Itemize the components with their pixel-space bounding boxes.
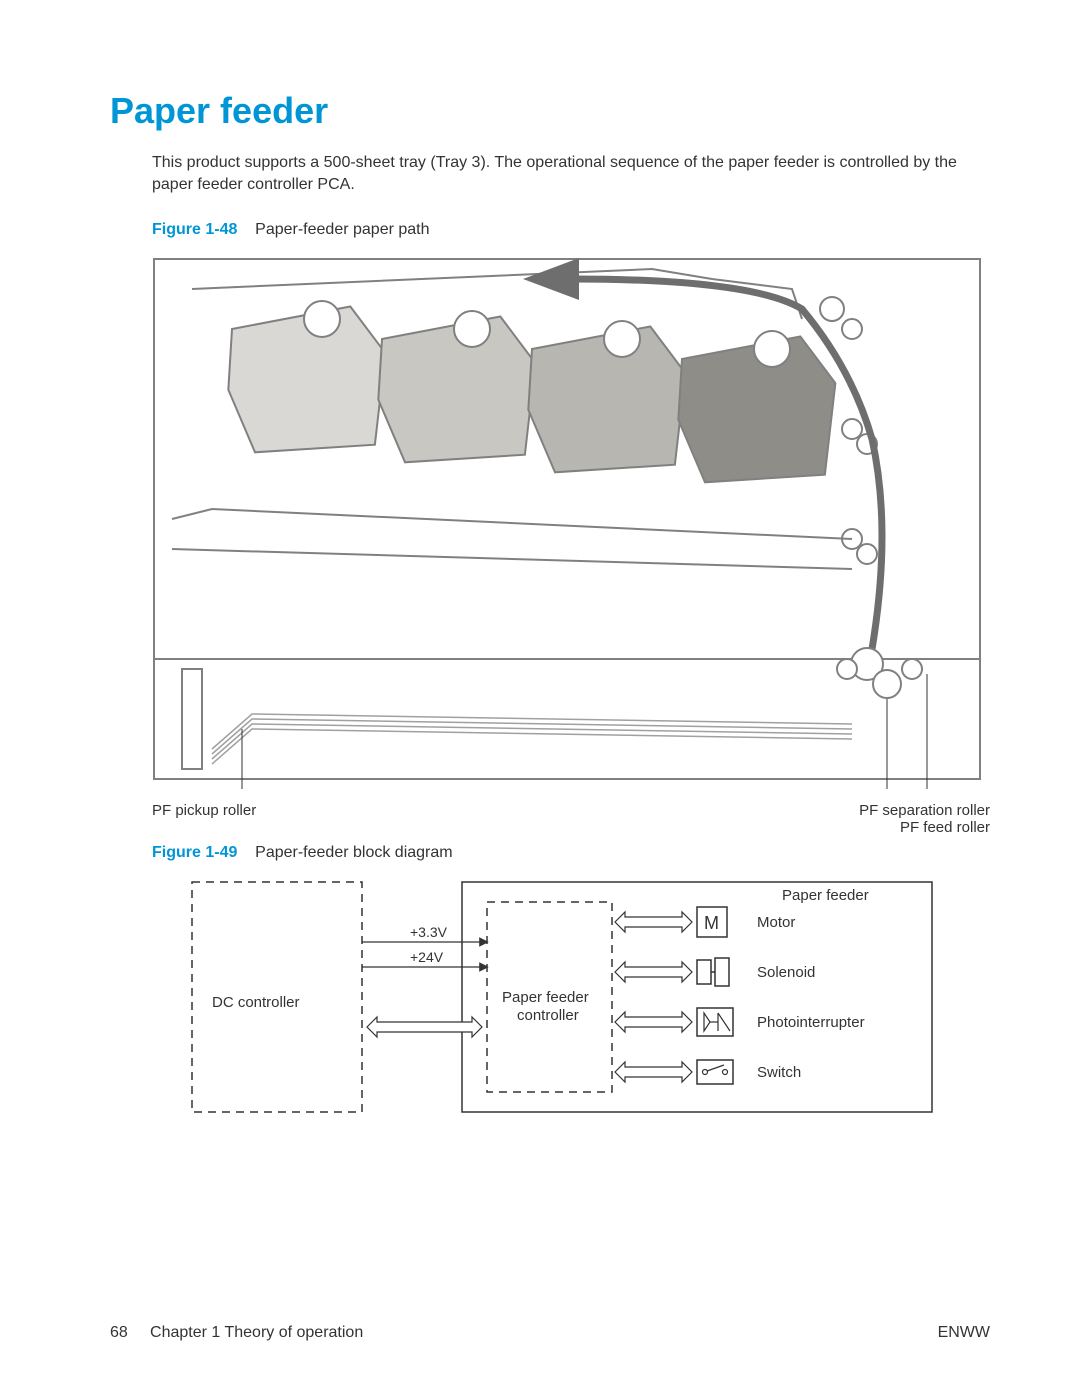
figure-1-caption: Figure 1-48 Paper-feeder paper path <box>152 221 990 239</box>
figure-1-diagram <box>152 249 990 794</box>
label-pf-pickup-roller: PF pickup roller <box>152 802 256 836</box>
svg-text:controller: controller <box>517 1007 579 1024</box>
label-pf-separation-roller: PF separation roller <box>859 802 990 819</box>
page-heading: Paper feeder <box>110 90 990 132</box>
svg-text:Motor: Motor <box>757 914 795 931</box>
figure-2-label: Figure 1-49 <box>152 844 237 861</box>
figure-2-diagram: DC controller Paper feeder Paper feeder … <box>152 872 990 1137</box>
svg-text:Paper feeder: Paper feeder <box>502 989 589 1006</box>
footer-right: ENWW <box>938 1324 990 1342</box>
svg-text:+3.3V: +3.3V <box>410 924 448 940</box>
svg-text:Solenoid: Solenoid <box>757 964 815 981</box>
figure-1-labels: PF pickup roller PF separation roller PF… <box>152 802 990 836</box>
page-footer: 68 Chapter 1 Theory of operation ENWW <box>110 1324 990 1342</box>
svg-text:+24V: +24V <box>410 949 444 965</box>
body-paragraph: This product supports a 500-sheet tray (… <box>152 152 990 197</box>
label-pf-feed-roller: PF feed roller <box>859 819 990 836</box>
figure-2-caption: Figure 1-49 Paper-feeder block diagram <box>152 844 990 862</box>
figure-1-title: Paper-feeder paper path <box>255 221 429 238</box>
footer-page-number: 68 <box>110 1324 128 1341</box>
svg-text:Photointerrupter: Photointerrupter <box>757 1014 865 1031</box>
svg-text:Paper feeder: Paper feeder <box>782 887 869 904</box>
svg-text:M: M <box>704 913 719 933</box>
figure-1-label: Figure 1-48 <box>152 221 237 238</box>
figure-2-title: Paper-feeder block diagram <box>255 844 452 861</box>
svg-text:Switch: Switch <box>757 1064 801 1081</box>
svg-text:DC controller: DC controller <box>212 994 300 1011</box>
footer-chapter: Chapter 1 Theory of operation <box>150 1324 363 1341</box>
